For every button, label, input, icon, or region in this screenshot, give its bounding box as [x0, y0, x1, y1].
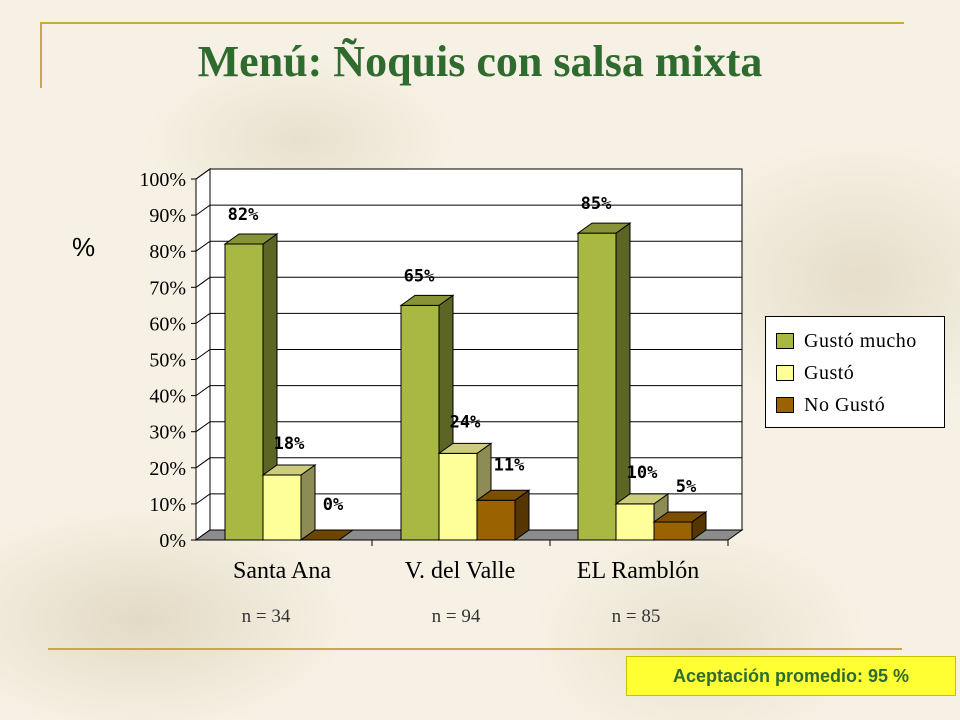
x-category-label: Santa Ana [233, 558, 331, 584]
y-axis-unit-label: % [72, 232, 96, 262]
data-label: 0% [323, 495, 344, 515]
data-label: 5% [676, 477, 697, 497]
x-category-label: EL Ramblón [577, 558, 699, 584]
y-tick-label: 10% [149, 494, 186, 516]
data-label: 11% [494, 455, 525, 475]
slide-title: Menú: Ñoquis con salsa mixta [197, 37, 763, 86]
gridline [195, 204, 742, 216]
gridline [195, 457, 742, 469]
data-label: 65% [404, 266, 435, 286]
y-tick-label: 60% [149, 313, 186, 335]
bar-top [576, 222, 632, 234]
bar-top [614, 493, 670, 505]
y-tick-label: 100% [139, 169, 186, 191]
bar-top [399, 294, 455, 306]
x-category-label: V. del Valle [405, 558, 515, 584]
data-label: 10% [627, 463, 658, 483]
legend-label: Gustó [804, 361, 855, 384]
legend-item-gusto-mucho: Gustó mucho [776, 325, 944, 357]
gridline [195, 385, 742, 397]
bottom-rule [48, 648, 902, 650]
gridline [195, 240, 742, 252]
y-tick-label: 20% [149, 458, 186, 480]
bar-top [261, 464, 317, 476]
bar-top [299, 529, 355, 541]
legend-swatch-gusto-mucho [776, 333, 794, 349]
bar-top [652, 511, 708, 523]
top-rule [40, 22, 904, 24]
gridline [195, 493, 742, 505]
bar-side [615, 222, 631, 541]
y-tick-label: 40% [149, 386, 186, 408]
y-tick-label: 70% [149, 277, 186, 299]
y-tick-label: 30% [149, 422, 186, 444]
bar-front [476, 499, 516, 541]
sample-size-label: n = 85 [611, 606, 661, 627]
legend-swatch-no-gusto [776, 397, 794, 413]
data-label: 24% [450, 412, 481, 432]
y-tick-label: 0% [159, 530, 186, 552]
left-rule [40, 22, 42, 88]
bar-front [615, 503, 655, 541]
legend-label: Gustó mucho [804, 329, 917, 352]
bar-chart: 0% 10% 20% 30% 40% 50% 60% 70% 80% 90% 100% 82% 18% 0… [139, 168, 744, 584]
legend-label: No Gustó [804, 393, 886, 416]
gridline [195, 421, 742, 433]
y-tick-label: 50% [149, 350, 186, 372]
bar-front [262, 474, 302, 541]
bar-front [400, 304, 440, 541]
data-label: 82% [228, 205, 259, 225]
sample-size-label: n = 34 [241, 606, 291, 627]
bar-top [437, 442, 493, 454]
legend-swatch-gusto [776, 365, 794, 381]
data-label: 85% [581, 194, 612, 214]
sample-size-label: n = 94 [431, 606, 481, 627]
bar-top [475, 489, 531, 501]
chart-legend: Gustó mucho Gustó No Gustó [765, 316, 945, 428]
bar-front [438, 452, 478, 541]
gridline [195, 168, 742, 180]
bar-side [300, 464, 316, 541]
legend-item-no-gusto: No Gustó [776, 389, 944, 421]
y-tick-label: 90% [149, 205, 186, 227]
bar-top [223, 233, 279, 245]
average-acceptance-badge: Aceptación promedio: 95 % [626, 656, 956, 696]
gridline [195, 349, 742, 360]
bar-front [224, 243, 264, 541]
y-tick-label: 80% [149, 241, 186, 263]
data-label: 18% [274, 434, 305, 454]
bar-front [577, 232, 617, 541]
bar-front [653, 521, 693, 541]
gridline [195, 312, 742, 324]
gridline [195, 276, 742, 288]
legend-item-gusto: Gustó [776, 357, 944, 389]
